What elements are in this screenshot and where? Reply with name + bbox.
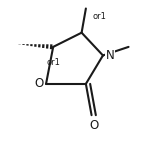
Text: O: O (89, 119, 98, 132)
Text: or1: or1 (93, 12, 107, 21)
Text: O: O (34, 77, 43, 90)
Text: N: N (106, 49, 115, 62)
Text: or1: or1 (46, 58, 60, 67)
